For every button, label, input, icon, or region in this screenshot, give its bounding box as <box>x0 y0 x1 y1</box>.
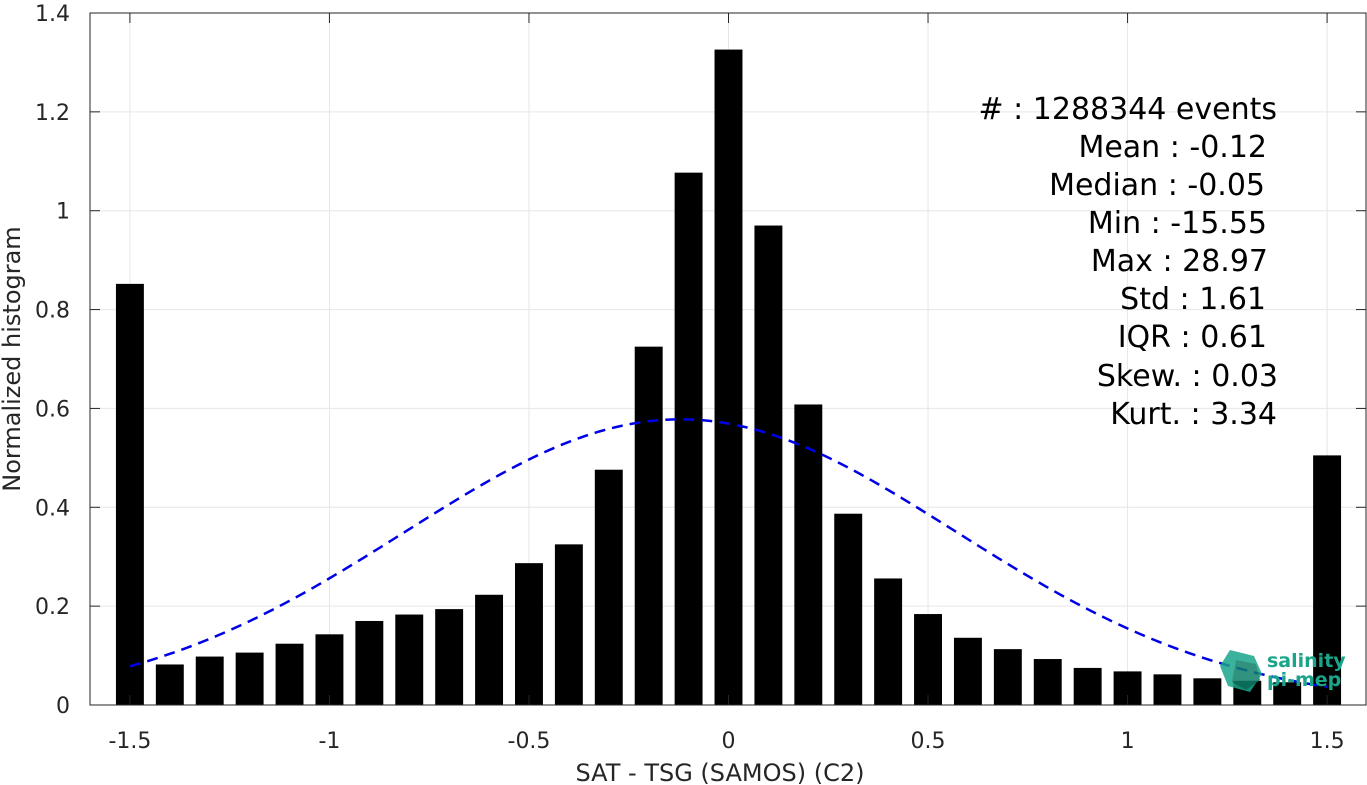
stats-line-min: Min : -15.55 <box>1088 206 1267 241</box>
x-tick-label: -0.5 <box>508 729 551 754</box>
y-tick-label: 1.4 <box>35 2 70 27</box>
histogram-bar <box>754 225 783 706</box>
stats-line-kurt: Kurt. : 3.34 <box>1110 397 1277 432</box>
histogram-bar <box>435 609 464 705</box>
histogram-bar <box>874 578 903 705</box>
histogram-bar <box>275 643 304 705</box>
histogram-bar <box>953 637 982 705</box>
x-tick-labels: -1.5 -1 -0.5 0 0.5 1 1.5 <box>108 729 1344 754</box>
histogram-bar <box>674 172 703 705</box>
histogram-bar <box>794 404 823 705</box>
y-tick-label: 1.2 <box>35 101 70 126</box>
stats-line-std: Std : 1.61 <box>1120 282 1266 317</box>
logo-text-line1: salinity <box>1267 650 1346 672</box>
y-axis-label: Normalized histogram <box>0 226 26 491</box>
x-tick-label: 1.5 <box>1310 729 1345 754</box>
histogram-bar <box>1073 667 1102 705</box>
histogram-bar <box>1153 674 1182 705</box>
x-tick-label: 0.5 <box>911 729 946 754</box>
salinity-pimep-logo: salinity pi-mep <box>1220 650 1346 692</box>
stats-line-mean: Mean : -0.12 <box>1078 130 1267 165</box>
histogram-bar <box>993 649 1022 705</box>
x-axis-label: SAT - TSG (SAMOS) (C2) <box>576 759 865 785</box>
stats-annotation: # : 1288344 events Mean : -0.12 Median :… <box>978 92 1278 432</box>
bars-group <box>115 49 1342 706</box>
y-tick-label: 0.4 <box>35 496 70 521</box>
histogram-bar <box>355 620 384 705</box>
fit-curve-group <box>129 418 1328 689</box>
x-tick-label: -1 <box>318 729 340 754</box>
histogram-bar <box>914 614 942 705</box>
axes-frame <box>89 12 1367 706</box>
histogram-bar <box>1033 659 1062 705</box>
histogram-bar <box>1313 455 1342 705</box>
x-tick-label: 0 <box>722 729 736 754</box>
histogram-bar <box>714 49 743 705</box>
y-tick-label: 0 <box>56 694 70 719</box>
histogram-bar <box>195 656 224 705</box>
gaussian-fit-line <box>129 418 1328 689</box>
histogram-bar <box>155 664 184 705</box>
y-tick-label: 0.8 <box>35 299 70 324</box>
histogram-bar <box>594 469 623 705</box>
stats-line-max: Max : 28.97 <box>1091 244 1268 279</box>
y-tick-label: 1 <box>56 200 70 225</box>
histogram-bar <box>515 563 543 705</box>
histogram-bar <box>315 634 344 705</box>
x-tick-label: 1 <box>1121 729 1135 754</box>
y-tick-label: 0.6 <box>35 397 70 422</box>
stats-line-median: Median : -0.05 <box>1049 168 1265 203</box>
histogram-bar <box>1193 678 1222 705</box>
logo-mark-icon <box>1220 650 1262 692</box>
stats-line-skew: Skew. : 0.03 <box>1097 359 1278 394</box>
histogram-bar <box>235 652 264 705</box>
histogram-bar <box>475 594 504 705</box>
histogram-bar <box>115 283 144 705</box>
histogram-bar <box>1273 682 1302 705</box>
stats-line-events: # : 1288344 events <box>978 92 1277 127</box>
histogram-bar <box>395 614 424 705</box>
histogram-bar <box>554 544 583 705</box>
x-tick-label: -1.5 <box>108 729 151 754</box>
logo-text-line2: pi-mep <box>1267 669 1341 691</box>
y-tick-label: 0.2 <box>35 595 70 620</box>
y-tick-labels: 0 0.2 0.4 0.6 0.8 1 1.2 1.4 <box>35 2 70 719</box>
histogram-bar <box>634 346 663 705</box>
stats-line-iqr: IQR : 0.61 <box>1118 320 1267 355</box>
histogram-bar <box>834 513 863 705</box>
